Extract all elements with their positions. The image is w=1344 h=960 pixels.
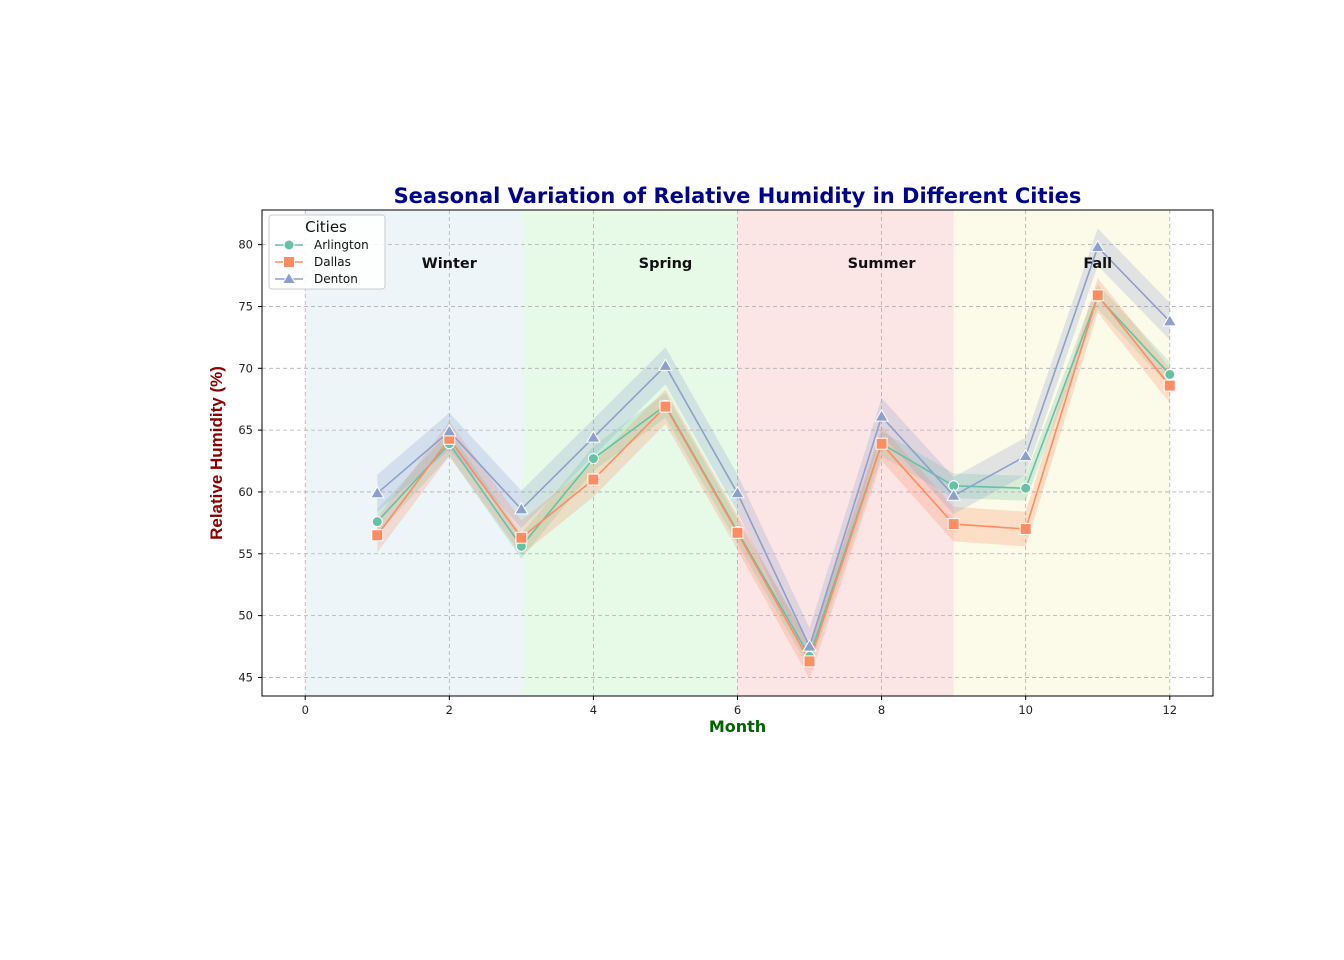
legend-entries: Arlington Dallas Denton [275, 238, 369, 286]
legend-title: Cities [305, 218, 347, 236]
legend-marker-arlington [283, 239, 295, 251]
legend-label-denton: Denton [314, 272, 358, 286]
chart-title: Seasonal Variation of Relative Humidity … [394, 184, 1082, 208]
line-denton [376, 245, 1171, 649]
x-tick-label: 2 [446, 703, 453, 717]
season-label-summer: Summer [848, 256, 917, 272]
marker-denton [730, 485, 745, 499]
marker-denton [1018, 448, 1034, 462]
y-axis-label: Relative Humidity (%) [207, 366, 226, 540]
season-labels: Winter Spring Summer Fall [422, 256, 1112, 272]
marker-dallas [803, 655, 816, 668]
legend-box [268, 214, 386, 290]
grid-lines [262, 210, 1213, 696]
marker-denton [658, 358, 673, 371]
x-tick-label: 8 [878, 703, 885, 717]
series-lines [376, 245, 1171, 664]
marker-denton [513, 501, 529, 515]
season-band-spring [521, 210, 738, 696]
marker-dallas [875, 437, 888, 450]
marker-arlington [1020, 482, 1032, 494]
series-markers [369, 239, 1178, 668]
marker-dallas [515, 531, 528, 544]
marker-denton [874, 409, 889, 422]
marker-dallas [731, 526, 744, 539]
marker-dallas [1091, 289, 1104, 302]
x-tick-label: 10 [1018, 703, 1033, 717]
band-denton [377, 228, 1170, 666]
season-label-fall: Fall [1083, 256, 1112, 272]
y-tick-label: 75 [238, 299, 253, 313]
y-tick-label: 50 [238, 609, 253, 623]
season-bands [305, 210, 1170, 696]
marker-dallas [1019, 523, 1032, 536]
marker-arlington [371, 516, 383, 528]
legend-label-arlington: Arlington [314, 238, 369, 252]
marker-arlington [1164, 368, 1176, 380]
marker-denton [946, 488, 962, 501]
legend: Cities Arlington Dallas Denton [268, 214, 386, 290]
y-tick-label: 70 [238, 361, 253, 375]
y-tick-label: 60 [238, 485, 253, 499]
legend-label-dallas: Dallas [314, 255, 351, 269]
x-tick-label: 0 [302, 703, 309, 717]
marker-denton [586, 430, 601, 443]
band-arlington [377, 284, 1170, 669]
marker-denton [1090, 239, 1106, 253]
legend-marker-dallas [283, 256, 295, 268]
marker-dallas [659, 400, 672, 413]
marker-denton [369, 485, 385, 499]
x-axis-ticks: 0 2 4 6 8 10 12 [302, 696, 1177, 717]
season-band-winter [305, 210, 522, 696]
line-arlington [376, 295, 1171, 659]
marker-dallas [371, 529, 384, 542]
y-tick-label: 45 [238, 670, 253, 684]
season-band-summer [737, 210, 954, 696]
marker-dallas [1163, 379, 1176, 392]
x-tick-label: 4 [590, 703, 597, 717]
y-tick-label: 80 [238, 238, 253, 252]
y-axis-ticks: 45 50 55 60 65 70 75 80 [238, 238, 262, 684]
season-band-fall [953, 210, 1170, 696]
marker-dallas [587, 473, 600, 486]
marker-denton [1162, 313, 1178, 327]
y-tick-label: 65 [238, 423, 253, 437]
x-axis-label: Month [709, 717, 766, 736]
line-dallas [376, 293, 1171, 664]
marker-denton [802, 639, 817, 652]
season-label-spring: Spring [639, 256, 693, 272]
marker-arlington [587, 453, 599, 465]
x-tick-label: 12 [1162, 703, 1177, 717]
marker-dallas [947, 518, 960, 531]
season-label-winter: Winter [422, 256, 478, 272]
legend-marker-denton [281, 271, 297, 285]
marker-denton [441, 423, 457, 437]
x-tick-label: 6 [734, 703, 741, 717]
y-tick-label: 55 [238, 547, 253, 561]
